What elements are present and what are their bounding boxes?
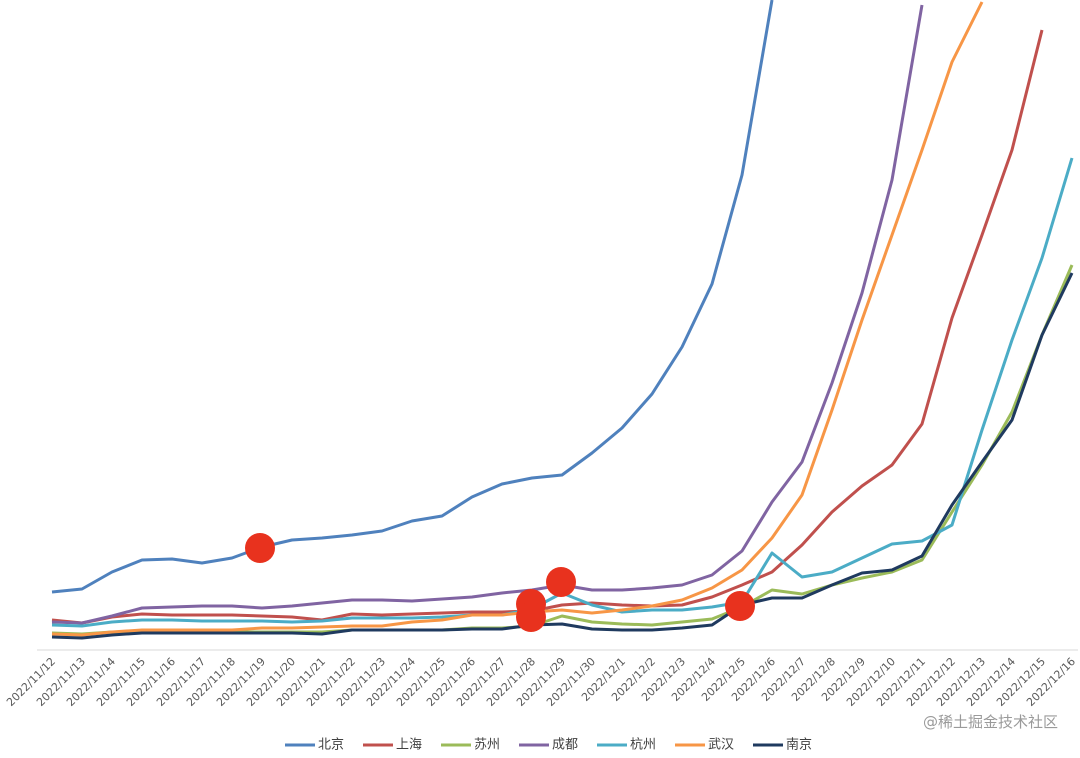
watermark: @稀土掘金技术社区	[923, 713, 1058, 731]
legend-label: 杭州	[630, 738, 656, 753]
legend-label: 上海	[396, 738, 422, 753]
series-line	[51, 4, 924, 625]
series-line	[51, 0, 774, 594]
legend-label: 北京	[318, 738, 344, 753]
legend-label: 武汉	[708, 738, 734, 753]
legend-label: 苏州	[474, 737, 500, 753]
legend-label: 南京	[786, 737, 812, 753]
highlight-dots	[245, 533, 755, 632]
highlight-dot	[516, 602, 546, 632]
plot-area	[51, 0, 1074, 640]
legend-label: 成都	[552, 738, 578, 753]
highlight-dot	[546, 567, 576, 597]
series-line	[51, 1, 984, 637]
highlight-dot	[245, 533, 275, 563]
highlight-dot	[725, 591, 755, 621]
series-line	[51, 272, 1074, 640]
series-line	[51, 29, 1044, 625]
